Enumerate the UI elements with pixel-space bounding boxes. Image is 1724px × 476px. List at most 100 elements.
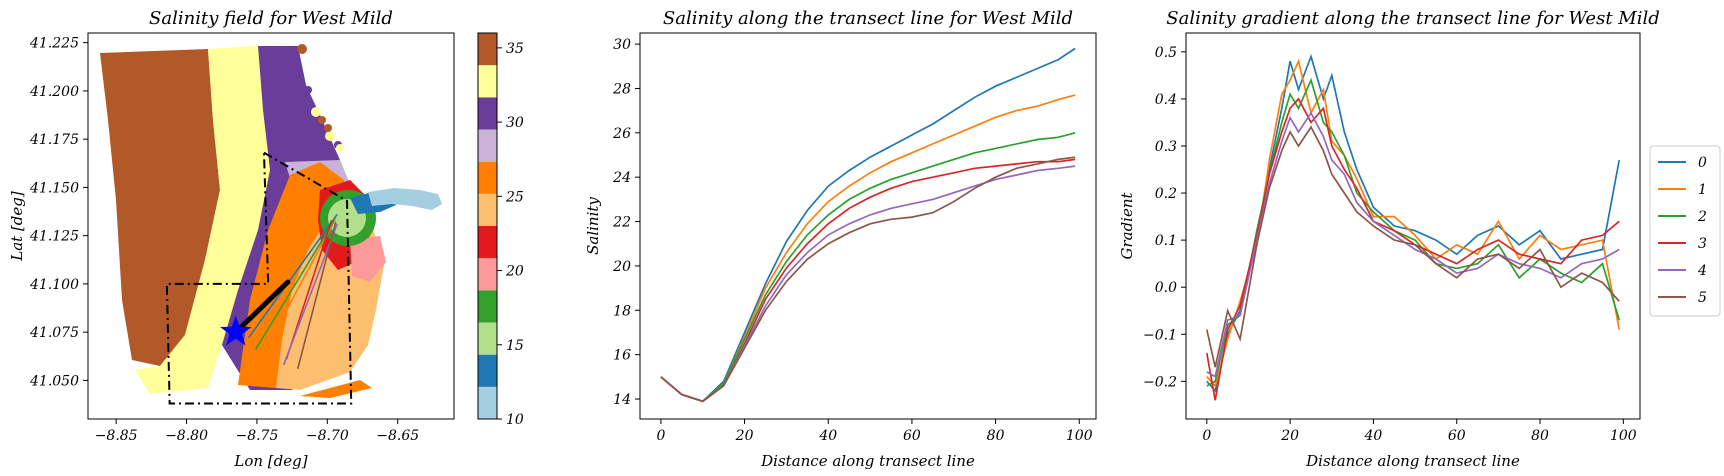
transect-line-0 bbox=[247, 213, 338, 339]
coastal-dots bbox=[297, 44, 344, 152]
transect-ytick-label: 18 bbox=[613, 303, 631, 319]
colorbar-segment bbox=[478, 193, 497, 226]
gradient-ytick-label: 0.5 bbox=[1155, 45, 1177, 61]
gradient-series bbox=[1205, 53, 1621, 401]
transect-ytick-label: 26 bbox=[612, 126, 631, 142]
field-ytick-label: 41.050 bbox=[29, 373, 79, 389]
legend-label: 0 bbox=[1698, 155, 1707, 171]
field-ytick-label: 41.075 bbox=[29, 325, 79, 341]
transect-ytick-label: 20 bbox=[612, 259, 631, 275]
legend-label: 3 bbox=[1698, 236, 1707, 252]
colorbar-tick-label: 25 bbox=[505, 189, 524, 205]
colorbar-tick-label: 20 bbox=[505, 264, 524, 280]
legend-label: 1 bbox=[1698, 182, 1707, 198]
colorbar-frame bbox=[477, 32, 498, 420]
colorbar-segment bbox=[478, 290, 497, 323]
colorbar-tick-label: 15 bbox=[506, 338, 524, 354]
study-area-boundary bbox=[165, 151, 353, 405]
transect-xtick-label: 20 bbox=[735, 428, 754, 444]
series-line-5 bbox=[1205, 125, 1620, 368]
transect-ylabel: Salinity bbox=[584, 197, 602, 255]
series-line-5 bbox=[660, 156, 1076, 403]
field-plume-11 bbox=[368, 188, 442, 210]
series-line-0 bbox=[1206, 53, 1621, 393]
gradient-ylabel: Gradient bbox=[1118, 191, 1136, 259]
gradient-xtick-label: 20 bbox=[1280, 428, 1299, 444]
gradient-xtick-label: 80 bbox=[1531, 428, 1549, 444]
transect-line-2 bbox=[254, 219, 336, 350]
field-axes: −8.85 −8.80 −8.75 −8.70 −8.65 41.050 41.075 41.… bbox=[29, 36, 419, 444]
field-region-19 bbox=[350, 236, 386, 282]
colorbar-segment bbox=[478, 129, 497, 162]
series-line-4 bbox=[1206, 111, 1620, 378]
colorbar-segment bbox=[478, 258, 497, 291]
legend-frame bbox=[1649, 145, 1721, 317]
gradient-legend: 0 1 2 3 4 5 bbox=[1649, 145, 1721, 317]
series-line-2 bbox=[660, 131, 1076, 403]
salinity-colorbar: 10 15 20 25 30 35 bbox=[477, 32, 524, 428]
salinity-field-map bbox=[100, 44, 442, 398]
series-line-4 bbox=[660, 165, 1076, 403]
field-overlay bbox=[165, 151, 353, 405]
gradient-axes-frame bbox=[1185, 32, 1641, 420]
colorbar-segment bbox=[478, 322, 497, 355]
transect-line-5 bbox=[296, 221, 337, 370]
main-transect-line bbox=[233, 279, 291, 335]
gradient-ytick-label: 0.3 bbox=[1155, 139, 1177, 155]
colorbar-segment bbox=[478, 33, 497, 66]
star-marker bbox=[220, 315, 252, 346]
gradient-xtick-label: 40 bbox=[1364, 428, 1383, 444]
colorbar-segment bbox=[478, 386, 497, 419]
field-ytick-label: 41.200 bbox=[29, 84, 79, 100]
gradient-xtick-label: 100 bbox=[1610, 428, 1637, 444]
series-line-1 bbox=[660, 94, 1076, 403]
gradient-ytick-label: 0.0 bbox=[1155, 280, 1177, 296]
gradient-xtick-label: 60 bbox=[1448, 428, 1466, 444]
gradient-panel: Salinity gradient along the transect lin… bbox=[1118, 8, 1721, 470]
field-xtick-label: −8.75 bbox=[235, 428, 278, 444]
gradient-xlabel: Distance along transect line bbox=[1305, 452, 1520, 470]
gradient-ytick-label: 0.4 bbox=[1155, 92, 1177, 108]
transect-xtick-label: 80 bbox=[987, 428, 1005, 444]
transect-line-1 bbox=[264, 217, 337, 350]
series-line-3 bbox=[660, 158, 1076, 403]
transect-ytick-label: 16 bbox=[613, 348, 631, 364]
field-ylabel: Lat [deg] bbox=[8, 191, 26, 262]
field-xtick-label: −8.80 bbox=[165, 428, 208, 444]
transect-ytick-label: 22 bbox=[612, 215, 631, 231]
transect-series bbox=[660, 47, 1076, 403]
field-xtick-label: −8.85 bbox=[95, 428, 138, 444]
transect-ytick-label: 28 bbox=[612, 81, 631, 97]
legend-label: 5 bbox=[1698, 290, 1707, 306]
colorbar-tick-label: 35 bbox=[506, 41, 524, 57]
field-ytick-label: 41.175 bbox=[29, 132, 79, 148]
field-xtick-label: −8.70 bbox=[306, 428, 349, 444]
salinity-field-title: Salinity field for West Mild bbox=[149, 8, 393, 29]
field-ytick-label: 41.125 bbox=[29, 229, 79, 245]
transect-ytick-label: 14 bbox=[613, 392, 631, 408]
salinity-transect-title: Salinity along the transect line for Wes… bbox=[663, 8, 1073, 29]
gradient-title: Salinity gradient along the transect lin… bbox=[1166, 8, 1660, 29]
field-ytick-label: 41.225 bbox=[29, 36, 79, 52]
series-line-3 bbox=[1205, 97, 1620, 401]
field-xtick-label: −8.65 bbox=[376, 428, 419, 444]
gradient-ytick-label: 0.1 bbox=[1155, 233, 1177, 249]
transect-ytick-label: 30 bbox=[613, 37, 631, 53]
legend-label: 4 bbox=[1697, 263, 1707, 279]
gradient-ytick-label: 0.2 bbox=[1155, 186, 1177, 202]
series-line-0 bbox=[660, 47, 1076, 403]
colorbar-segment bbox=[478, 354, 497, 387]
transect-xtick-label: 60 bbox=[903, 428, 921, 444]
field-xlabel: Lon [deg] bbox=[233, 452, 307, 470]
gradient-ytick-label: −0.2 bbox=[1143, 374, 1177, 390]
legend-label: 2 bbox=[1697, 209, 1707, 225]
field-region-35 bbox=[100, 49, 220, 366]
colorbar-segment bbox=[478, 226, 497, 259]
colorbar-tick-label: 10 bbox=[506, 412, 524, 428]
transect-line-4 bbox=[282, 223, 338, 366]
salinity-field-panel: Salinity field for West Mild bbox=[8, 8, 524, 470]
transect-xlabel: Distance along transect line bbox=[760, 452, 975, 470]
colorbar-tick-label: 30 bbox=[506, 115, 524, 131]
transect-xtick-label: 100 bbox=[1066, 428, 1093, 444]
transect-ytick-label: 24 bbox=[612, 170, 631, 186]
